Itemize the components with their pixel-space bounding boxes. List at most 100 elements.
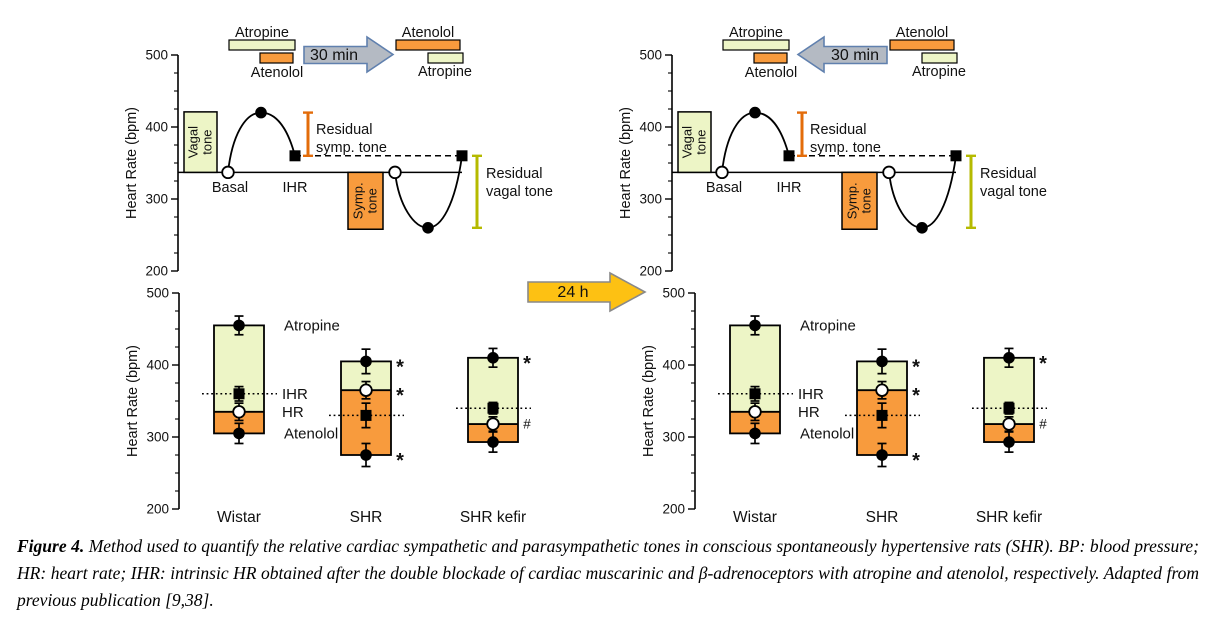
atenolol-response-curve <box>394 155 463 229</box>
atenolol-point <box>233 427 245 440</box>
residual-symp-label: symp. tone <box>316 140 387 156</box>
ihr-point <box>487 402 499 414</box>
y-tick-label: 400 <box>662 358 685 373</box>
caption-text: Method used to quantify the relative car… <box>17 536 1199 611</box>
svg-text:tone: tone <box>200 129 215 154</box>
significance-asterisk: * <box>1039 353 1047 375</box>
residual-symp-label: Residual <box>316 122 372 138</box>
caption-label: Figure 4. <box>17 536 85 556</box>
y-axis-label: Heart Rate (bpm) <box>125 345 141 457</box>
point-label-atropine: Atropine <box>800 317 856 334</box>
residual-vagal-label: vagal tone <box>980 184 1047 200</box>
atenolol-point <box>487 436 499 448</box>
ihr-point <box>876 409 888 421</box>
residual-vagal-label: Residual <box>980 166 1036 182</box>
svg-text:Vagal: Vagal <box>680 126 695 158</box>
legend-after-bottom-label: Atropine <box>418 64 472 80</box>
basal-label: Basal <box>706 180 742 196</box>
figure-caption: Figure 4. Method used to quantify the re… <box>17 533 1199 614</box>
significance-asterisk: * <box>523 353 531 375</box>
y-tick-label: 300 <box>639 192 662 207</box>
arrow-30min <box>796 35 888 74</box>
significance-asterisk: * <box>396 356 404 378</box>
y-tick-label: 400 <box>146 358 169 373</box>
residual-symp-label: symp. tone <box>810 140 881 156</box>
legend-before-top-bar <box>228 39 296 51</box>
ihr-marker <box>289 150 301 162</box>
atropine-point <box>360 355 372 368</box>
y-tick-label: 200 <box>662 502 685 517</box>
ihr-marker-2 <box>950 150 962 162</box>
hr-point <box>1002 417 1016 431</box>
legend-after-bottom-label: Atropine <box>912 64 966 80</box>
arrow-30min-label: 30 min <box>831 47 879 64</box>
atenolol-point <box>1003 436 1015 448</box>
y-tick-label: 200 <box>146 502 169 517</box>
point-label-ihr: IHR <box>798 386 824 403</box>
atenolol-point <box>360 449 372 461</box>
y-tick-label: 500 <box>146 286 169 301</box>
y-tick-label: 500 <box>145 48 168 63</box>
y-axis-label: Heart Rate (bpm) <box>641 345 657 457</box>
basal-marker <box>221 165 235 180</box>
arrow-24h-shape <box>527 271 647 313</box>
panel-bottom-right-rangebar: 200 300 400 500 Heart Rate (bpm) Atropine IHRH… <box>641 286 1047 527</box>
atenolol-response-curve <box>888 155 957 229</box>
category-label: SHR <box>866 509 899 526</box>
svg-text:tone: tone <box>859 188 874 213</box>
legend-after-top-bar <box>889 39 955 51</box>
arrow-30min <box>303 35 395 74</box>
category-label: SHR kefir <box>976 509 1042 526</box>
svg-text:tone: tone <box>694 129 709 154</box>
y-tick-label: 400 <box>145 120 168 135</box>
panel-top-right-protocol: 200 300 400 500 Heart Rate (bpm) Atropine Aten… <box>618 25 1047 278</box>
ihr-label: IHR <box>777 180 802 196</box>
point-label-hr: HR <box>282 404 304 421</box>
vagal-tone-label: Vagal tone <box>186 126 215 158</box>
svg-text:Vagal: Vagal <box>186 126 201 158</box>
point-label-atenolol: Atenolol <box>800 425 854 442</box>
y-tick-label: 300 <box>662 430 685 445</box>
symp-tone-label: Symp. tone <box>351 182 380 219</box>
ihr-point <box>360 409 372 421</box>
vagal-tone-box <box>677 111 712 174</box>
category-label: SHR <box>350 509 383 526</box>
ihr-point <box>749 388 761 400</box>
y-tick-label: 300 <box>146 430 169 445</box>
significance-asterisk: * <box>912 385 920 407</box>
point-label-atropine: Atropine <box>284 317 340 334</box>
ihr-label: IHR <box>283 180 308 196</box>
atenolol-point <box>749 427 761 440</box>
point-label-ihr: IHR <box>282 386 308 403</box>
ihr-point <box>1003 402 1015 414</box>
panel-top-left-protocol: 200 300 400 500 Heart Rate (bpm) Atropine Aten… <box>124 25 553 279</box>
y-tick-label: 200 <box>145 264 168 279</box>
hr-point <box>875 383 889 397</box>
atenolol-trough-marker <box>916 222 928 234</box>
svg-text:tone: tone <box>365 188 380 213</box>
atenolol-trough-marker <box>422 222 434 234</box>
residual-symp-label: Residual <box>810 122 866 138</box>
legend-before-bottom-label: Atenolol <box>745 65 797 81</box>
hr-point <box>232 405 246 419</box>
basal-marker-2 <box>882 165 896 180</box>
legend-before-top-label: Atropine <box>729 25 783 41</box>
hr-point <box>359 383 373 397</box>
point-label-atenolol: Atenolol <box>284 425 338 442</box>
arrow-30min-label: 30 min <box>310 47 358 64</box>
svg-text:Symp.: Symp. <box>351 182 366 219</box>
symp-tone-box <box>347 171 384 230</box>
symp-tone-label: Symp. tone <box>845 182 874 219</box>
hr-point <box>486 417 500 431</box>
atropine-point <box>487 352 499 364</box>
basal-label: Basal <box>212 180 248 196</box>
category-label: SHR kefir <box>460 509 526 526</box>
legend-before-bottom-bar <box>753 52 788 64</box>
hr-point <box>748 405 762 419</box>
ihr-marker-2 <box>456 150 468 162</box>
significance-hash: # <box>523 417 531 432</box>
atropine-point <box>233 319 245 332</box>
vagal-tone-label: Vagal tone <box>680 126 709 158</box>
residual-vagal-label: Residual <box>486 166 542 182</box>
